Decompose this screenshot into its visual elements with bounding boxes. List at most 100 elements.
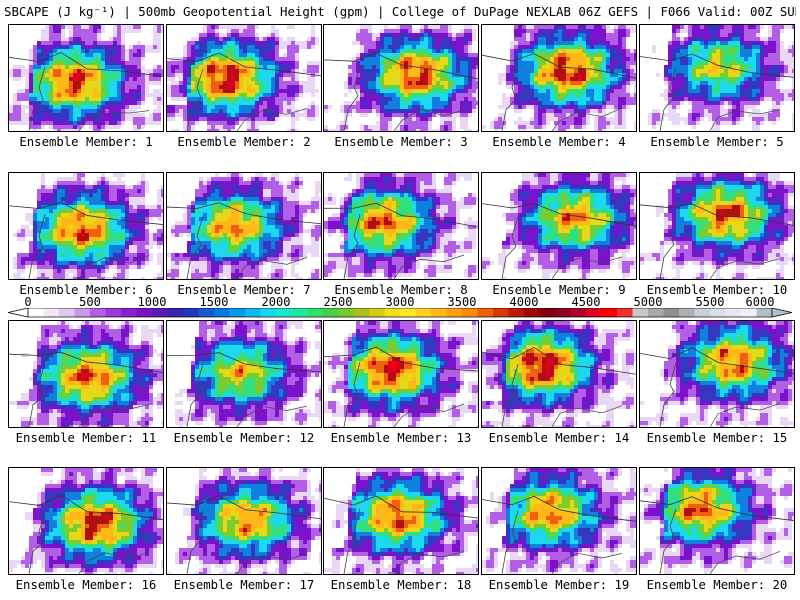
cape-cell (476, 129, 478, 131)
cape-cell (348, 49, 353, 54)
cape-cell (598, 77, 603, 82)
cape-cell (179, 65, 184, 70)
cape-cell (530, 117, 535, 122)
cape-cell (680, 25, 685, 30)
cape-cell (73, 125, 78, 130)
cape-cell (546, 117, 551, 122)
cape-cell (195, 77, 200, 82)
cape-cell (476, 29, 478, 34)
cape-cell (171, 73, 176, 78)
cape-cell (404, 41, 409, 46)
cape-cell (660, 25, 665, 30)
cape-cell (490, 105, 495, 110)
cape-cell (464, 109, 469, 114)
cape-cell (37, 117, 42, 122)
cape-cell (550, 125, 555, 130)
cape-cell (153, 37, 158, 42)
cape-cell (502, 105, 507, 110)
cape-cell (356, 45, 361, 50)
cape-cell (456, 61, 461, 66)
cape-cell (356, 85, 361, 90)
cape-cell (77, 57, 82, 62)
cape-cell (656, 29, 661, 34)
cape-cell (303, 77, 308, 82)
cape-cell (57, 41, 62, 46)
cape-cell (700, 85, 705, 90)
cape-cell (594, 97, 599, 102)
cape-cell (384, 113, 389, 118)
cape-cell (372, 73, 377, 78)
cape-cell (227, 57, 232, 62)
cape-cell (784, 65, 789, 70)
cape-cell (598, 61, 603, 66)
cape-cell (49, 73, 54, 78)
cape-cell (606, 93, 611, 98)
cape-cell (9, 25, 14, 30)
cape-cell (157, 65, 162, 70)
cape-cell (716, 37, 721, 42)
cape-cell (506, 125, 511, 130)
cape-cell (29, 89, 34, 94)
cape-cell (275, 41, 280, 46)
cape-cell (788, 65, 793, 70)
cape-cell (203, 125, 208, 130)
cape-cell (364, 97, 369, 102)
cape-cell (502, 97, 507, 102)
cape-cell (720, 25, 725, 30)
cape-cell (243, 73, 248, 78)
cape-cell (498, 77, 503, 82)
cape-cell (392, 33, 397, 38)
cape-cell (368, 129, 373, 131)
cape-cell (65, 129, 70, 131)
cape-cell (534, 105, 539, 110)
cape-cell (291, 33, 296, 38)
cape-cell (538, 113, 543, 118)
cape-cell (668, 33, 673, 38)
cape-cell (145, 65, 150, 70)
cape-cell (360, 101, 365, 106)
cape-cell (356, 101, 361, 106)
cape-cell (388, 129, 393, 131)
cape-cell (149, 69, 154, 74)
cape-cell (137, 73, 142, 78)
cape-cell (179, 33, 184, 38)
cape-cell (207, 73, 212, 78)
cape-cell (614, 77, 619, 82)
cape-cell (530, 85, 535, 90)
cape-cell (644, 73, 649, 78)
cape-cell (191, 69, 196, 74)
cape-cell (231, 85, 236, 90)
cape-cell (231, 73, 236, 78)
cape-cell (336, 25, 341, 30)
cape-cell (780, 25, 785, 30)
cape-cell (586, 41, 591, 46)
cape-cell (161, 93, 163, 98)
cape-cell (660, 57, 665, 62)
cape-cell (448, 45, 453, 50)
cape-cell (105, 73, 110, 78)
cape-cell (21, 109, 26, 114)
cape-cell (283, 37, 288, 42)
cape-cell (93, 113, 98, 118)
cape-cell (324, 65, 329, 70)
cape-cell (348, 33, 353, 38)
cape-cell (554, 113, 559, 118)
cape-cell (97, 53, 102, 58)
cape-cell (468, 113, 473, 118)
cape-cell (424, 25, 429, 30)
cape-cell (348, 41, 353, 46)
cape-cell (191, 77, 196, 82)
cape-cell (526, 25, 531, 30)
cape-cell (530, 57, 535, 62)
cape-cell (546, 41, 551, 46)
cape-cell (255, 85, 260, 90)
cape-cell (356, 105, 361, 110)
cape-cell (614, 97, 619, 102)
cape-cell (700, 69, 705, 74)
cape-cell (602, 61, 607, 66)
cape-cell (640, 29, 645, 34)
cape-cell (283, 89, 288, 94)
cape-cell (522, 125, 527, 130)
cape-cell (436, 37, 441, 42)
cape-cell (117, 65, 122, 70)
